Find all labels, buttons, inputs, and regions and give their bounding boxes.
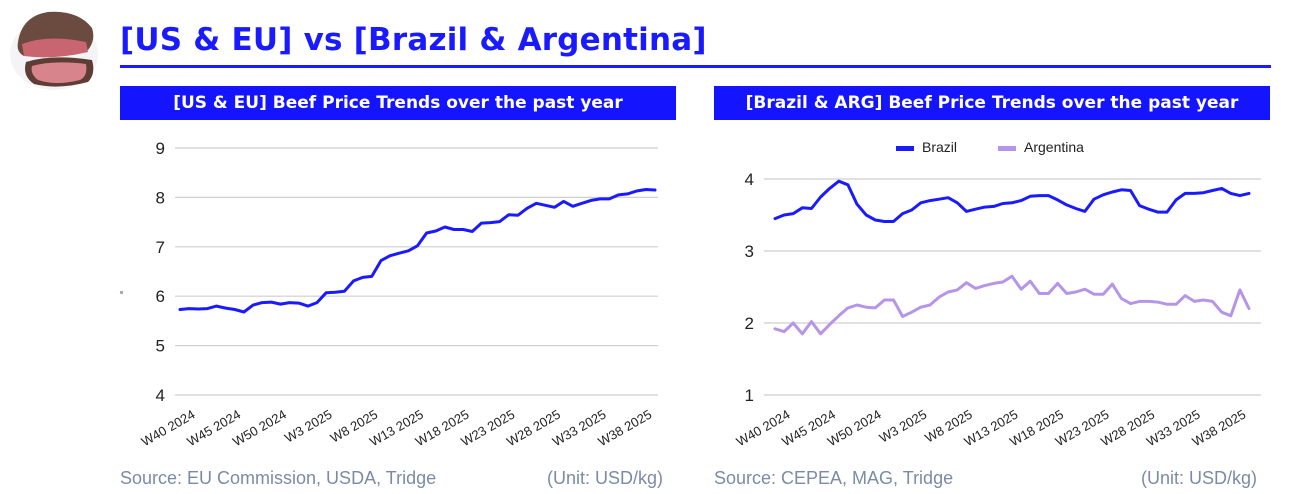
right-source-note: Source: CEPEA, MAG, Tridge [714,468,954,488]
y-tick-label: 3 [745,242,754,261]
right-panel-heading: [Brazil & ARG] Beef Price Trends over th… [714,86,1270,120]
y-tick-label: 1 [745,386,754,405]
series-line-us-eu [178,188,657,314]
series-line-argentina [773,274,1251,336]
legend-label: Argentina [1024,139,1084,155]
page-title: [US & EU] vs [Brazil & Argentina] [120,22,707,58]
y-tick-label: 4 [156,386,165,405]
x-tick-label: W3 2025 [282,407,335,446]
legend-label: Brazil [922,139,957,155]
left-source-note: Source: EU Commission, USDA, Tridge [120,468,437,488]
roast-beef-image [10,11,98,90]
y-tick-label: 9 [156,139,165,158]
stray-marker [120,291,123,294]
title-divider [120,65,1271,68]
y-tick-label: 5 [156,337,165,356]
legend-swatch [998,146,1016,151]
y-tick-label: 8 [156,188,165,207]
left-panel-heading: [US & EU] Beef Price Trends over the pas… [120,86,676,120]
right-unit-note: (Unit: USD/kg) [1141,468,1258,488]
series-line-brazil [773,179,1251,223]
legend-swatch [896,146,914,151]
y-tick-label: 2 [745,314,754,333]
y-tick-label: 4 [745,170,754,189]
y-tick-label: 7 [156,238,165,257]
left-unit-note: (Unit: USD/kg) [547,468,664,488]
x-tick-label: W3 2025 [877,407,930,446]
y-tick-label: 6 [156,287,165,306]
